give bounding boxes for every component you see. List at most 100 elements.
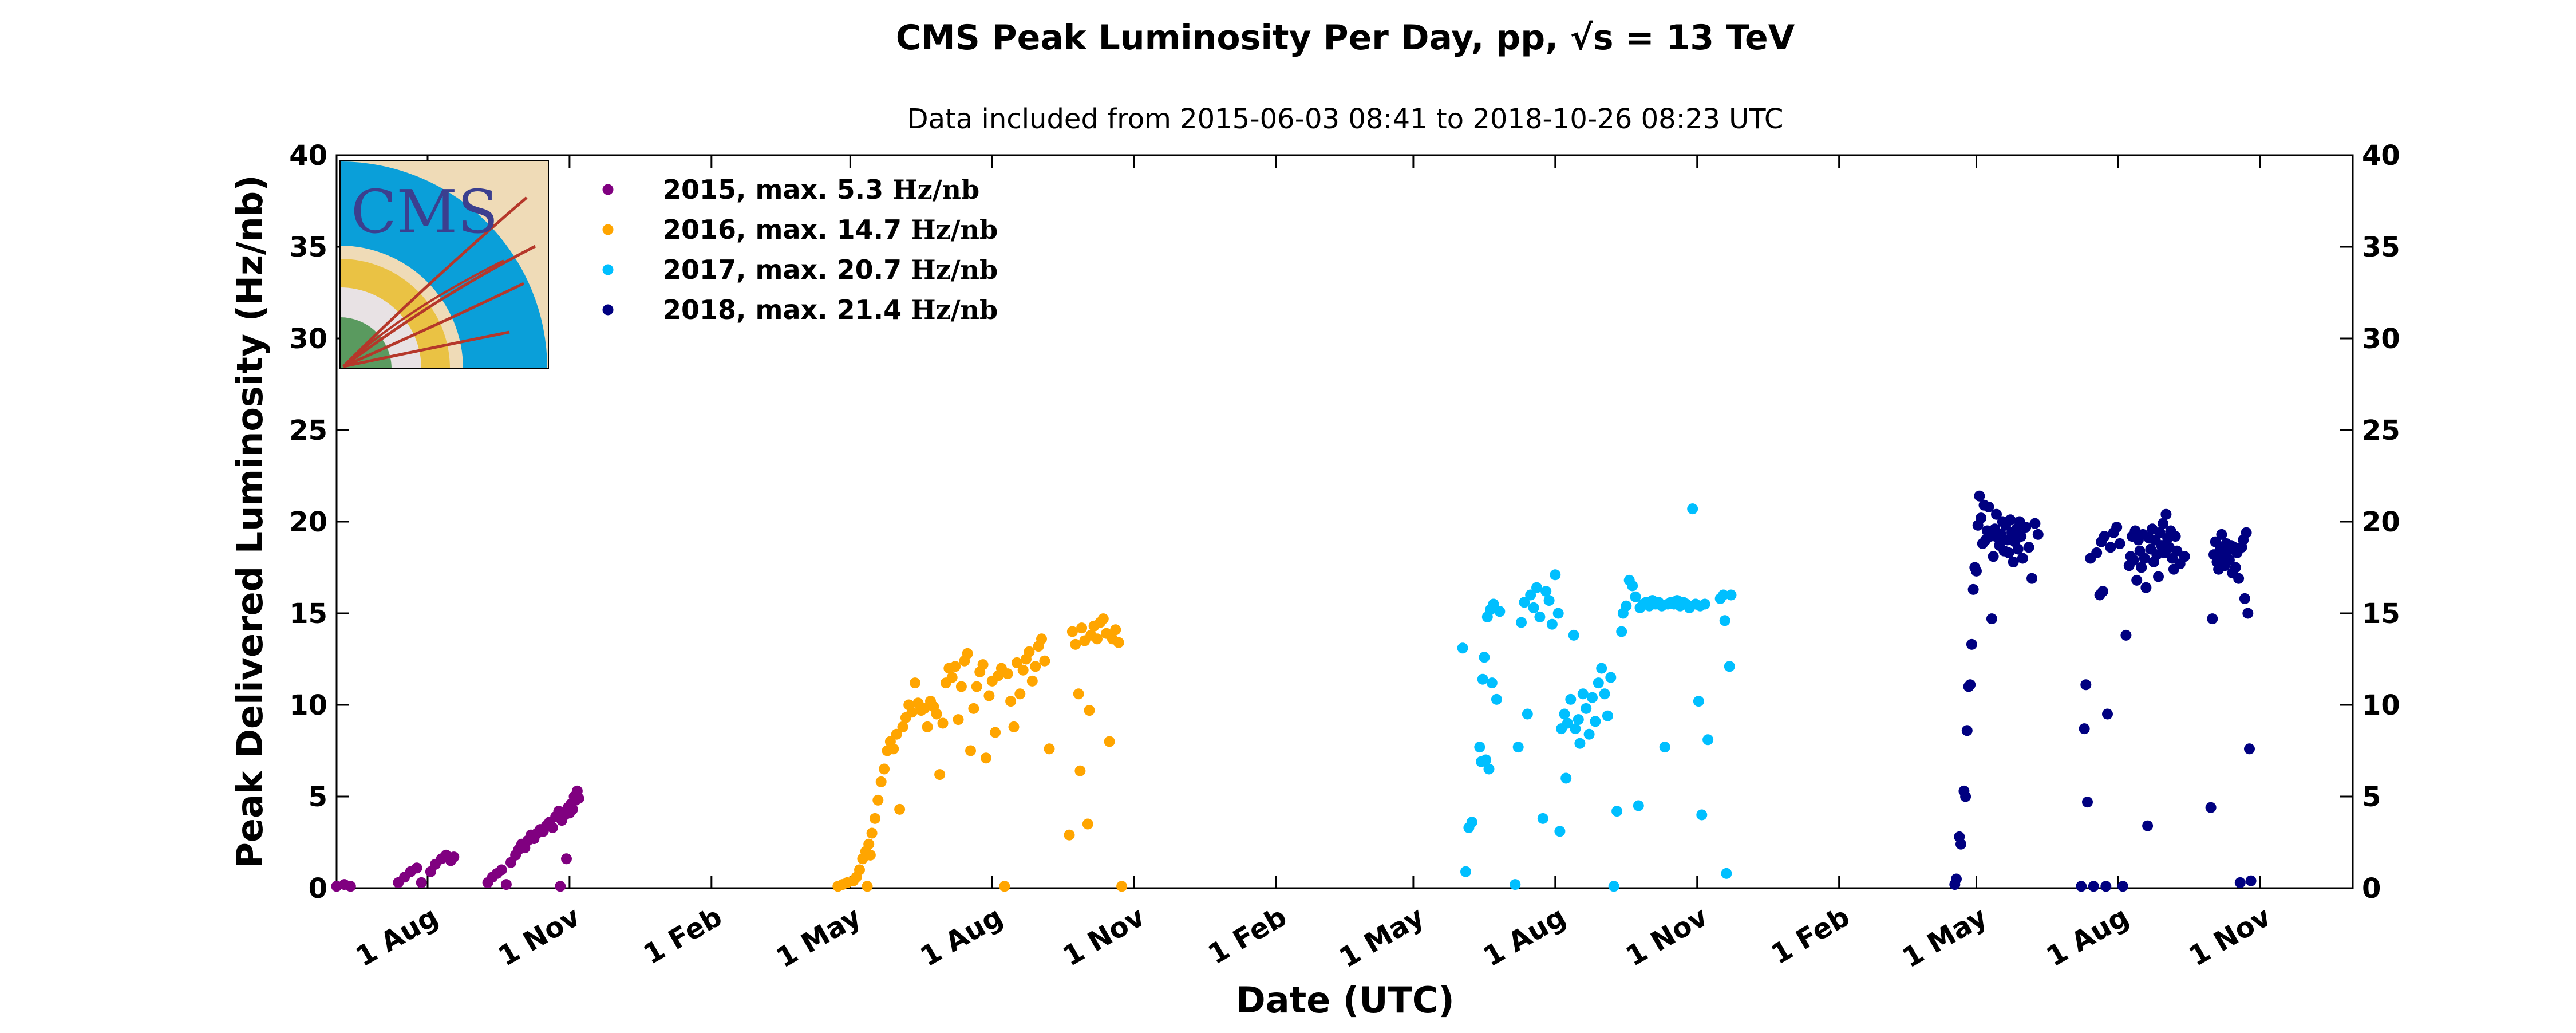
data-point-2017 [1721, 868, 1732, 879]
legend-label-prefix: 2016, max. 14.7 [663, 214, 911, 245]
data-point-2016 [888, 743, 899, 755]
data-point-2017 [1611, 806, 1623, 817]
data-point-2017 [1633, 800, 1644, 811]
data-point-2018 [2099, 531, 2110, 542]
legend-marker-2016 [602, 224, 614, 235]
data-point-2016 [910, 677, 920, 689]
x-tick-label: 1 Nov [1621, 901, 1713, 973]
data-point-2016 [968, 703, 979, 714]
data-point-2016 [953, 714, 964, 726]
legend-marker-2015 [602, 184, 614, 195]
data-point-2018 [2017, 553, 2028, 564]
data-point-2017 [1577, 688, 1589, 700]
data-point-2018 [1951, 873, 1962, 885]
data-point-2016 [866, 827, 878, 839]
data-point-2018 [2171, 545, 2183, 557]
data-point-2018 [2128, 554, 2139, 566]
data-point-2015 [500, 879, 512, 890]
data-point-2015 [496, 864, 507, 876]
data-point-2018 [2205, 802, 2217, 813]
data-point-2016 [983, 690, 995, 701]
data-point-2016 [955, 681, 967, 692]
data-point-2017 [1687, 503, 1698, 515]
data-point-2016 [906, 707, 918, 718]
data-point-2016 [1036, 633, 1047, 645]
data-point-2018 [2114, 538, 2125, 549]
data-point-2017 [1550, 569, 1561, 581]
y-tick-label-right: 15 [2362, 598, 2400, 630]
data-point-2018 [2076, 881, 2087, 892]
data-point-2018 [2158, 518, 2168, 529]
x-tick-label: 1 May [771, 901, 867, 975]
data-point-2017 [1574, 738, 1586, 749]
data-point-2016 [875, 776, 887, 787]
data-point-2017 [1627, 580, 1638, 592]
data-point-2016 [1113, 637, 1124, 648]
data-point-2016 [934, 769, 946, 780]
data-point-2017 [1699, 598, 1710, 610]
data-point-2017 [1587, 692, 1598, 703]
data-point-2018 [2091, 547, 2103, 558]
data-point-2018 [1960, 791, 1971, 802]
data-point-2018 [1986, 613, 1997, 625]
data-point-2017 [1457, 642, 1468, 654]
cms-logo: CMS [339, 160, 549, 369]
x-tick-label: 1 Aug [2041, 901, 2134, 973]
data-point-2018 [2153, 571, 2164, 582]
data-point-2018 [2160, 508, 2172, 520]
chart-subtitle: Data included from 2015-06-03 08:41 to 2… [907, 103, 1784, 135]
data-point-2017 [1725, 589, 1737, 601]
x-tick-label: 1 Nov [2183, 901, 2276, 973]
data-point-2017 [1519, 597, 1530, 608]
data-point-2016 [950, 661, 961, 672]
data-point-2018 [2242, 608, 2254, 619]
data-point-2018 [2140, 582, 2152, 593]
data-point-2016 [919, 703, 930, 714]
data-point-2018 [1961, 725, 1973, 736]
data-point-2016 [1076, 622, 1088, 634]
data-point-2017 [1510, 879, 1521, 890]
data-point-2016 [946, 672, 958, 683]
data-point-2017 [1522, 708, 1533, 720]
legend-label: 2017, max. 20.7 Hz/nb [663, 254, 998, 285]
data-point-2016 [937, 717, 949, 729]
legend-label-unit: Hz/nb [911, 254, 998, 285]
data-point-2018 [2111, 522, 2123, 533]
data-point-2016 [1097, 613, 1109, 625]
data-point-2018 [2032, 529, 2044, 540]
data-point-2017 [1616, 626, 1627, 637]
data-point-2018 [2102, 708, 2113, 720]
data-point-2016 [1005, 696, 1017, 707]
y-tick-label-right: 30 [2362, 323, 2400, 355]
y-tick-label: 10 [289, 689, 327, 721]
data-point-2016 [922, 721, 933, 732]
data-point-2017 [1693, 696, 1704, 707]
data-point-2018 [2230, 562, 2241, 573]
legend-label-prefix: 2017, max. 20.7 [663, 254, 911, 285]
data-point-2016 [891, 728, 902, 740]
data-point-2015 [573, 793, 584, 804]
data-point-2016 [1116, 881, 1128, 892]
data-point-2018 [2008, 556, 2019, 567]
data-point-2017 [1593, 677, 1604, 689]
data-point-2017 [1512, 742, 1524, 753]
x-tick-label: 1 Feb [1203, 901, 1292, 971]
data-point-2016 [999, 881, 1010, 892]
data-point-2016 [1070, 638, 1081, 650]
x-axis-label: Date (UTC) [1236, 979, 1454, 1021]
data-point-2017 [1474, 742, 1485, 753]
data-point-2017 [1516, 617, 1527, 628]
data-point-2015 [345, 881, 356, 892]
y-tick-label: 35 [289, 231, 327, 263]
y-tick-label-right: 35 [2362, 231, 2400, 263]
data-point-2017 [1480, 754, 1492, 766]
legend-marker-2017 [602, 264, 614, 275]
y-tick-label-right: 0 [2362, 873, 2381, 905]
data-point-2017 [1573, 714, 1584, 726]
data-point-2018 [2233, 573, 2245, 584]
data-point-2018 [1955, 838, 1966, 850]
data-point-2018 [2023, 542, 2034, 553]
data-point-2018 [1983, 501, 1994, 512]
